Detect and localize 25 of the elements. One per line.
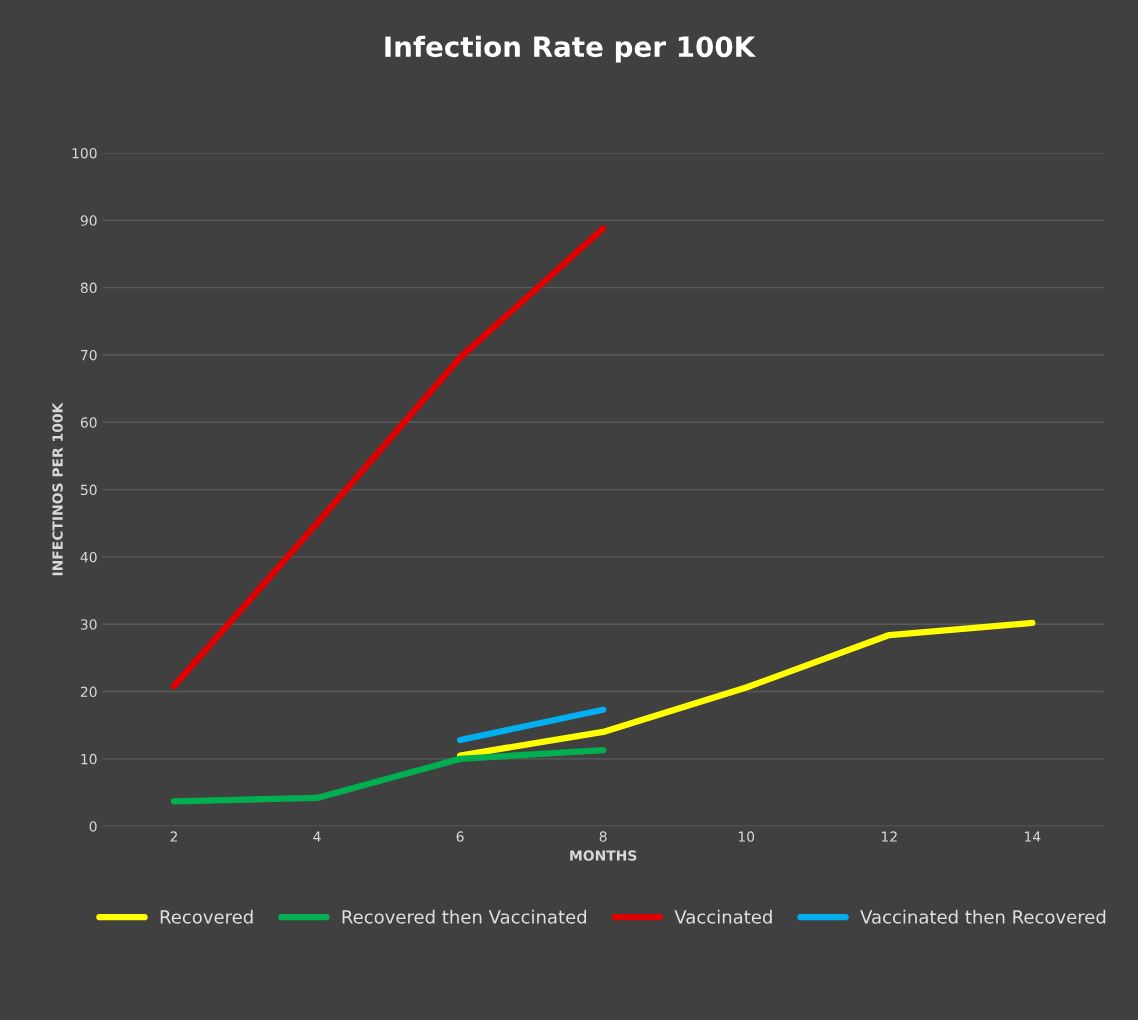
y-tick-label: 60 [80, 417, 97, 428]
y-tick-label: 10 [81, 753, 97, 765]
y-tick-label: 0 [89, 821, 97, 832]
x-tick-label: 10 [738, 831, 755, 842]
y-tick-label: 90 [80, 215, 97, 226]
y-tick-label: 20 [80, 686, 97, 698]
y-tick-label: 100 [72, 147, 97, 159]
y-tick-label: 70 [81, 349, 97, 361]
legend-label: Vaccinated then Recovered [860, 909, 1106, 924]
y-tick-label: 50 [80, 484, 97, 496]
x-tick-label: 6 [456, 831, 464, 842]
legend-label: Recovered [160, 909, 253, 924]
legend-label: Recovered then Vaccinated [342, 909, 587, 924]
y-tick-label: 40 [80, 551, 97, 563]
x-tick-label: 12 [881, 831, 897, 842]
y-tick-label: 80 [80, 282, 97, 294]
x-tick-label: 4 [313, 831, 321, 842]
legend-label: Vaccinated [674, 909, 772, 924]
chart-title: Infection Rate per 100K [385, 35, 757, 63]
x-tick-label: 2 [170, 831, 177, 842]
x-axis-title: MONTHS [570, 850, 637, 861]
y-axis-title: INFECTINOS PER 100K [52, 402, 63, 576]
x-tick-label: 8 [599, 831, 607, 842]
x-tick-label: 14 [1025, 831, 1041, 842]
y-tick-label: 30 [80, 619, 97, 630]
